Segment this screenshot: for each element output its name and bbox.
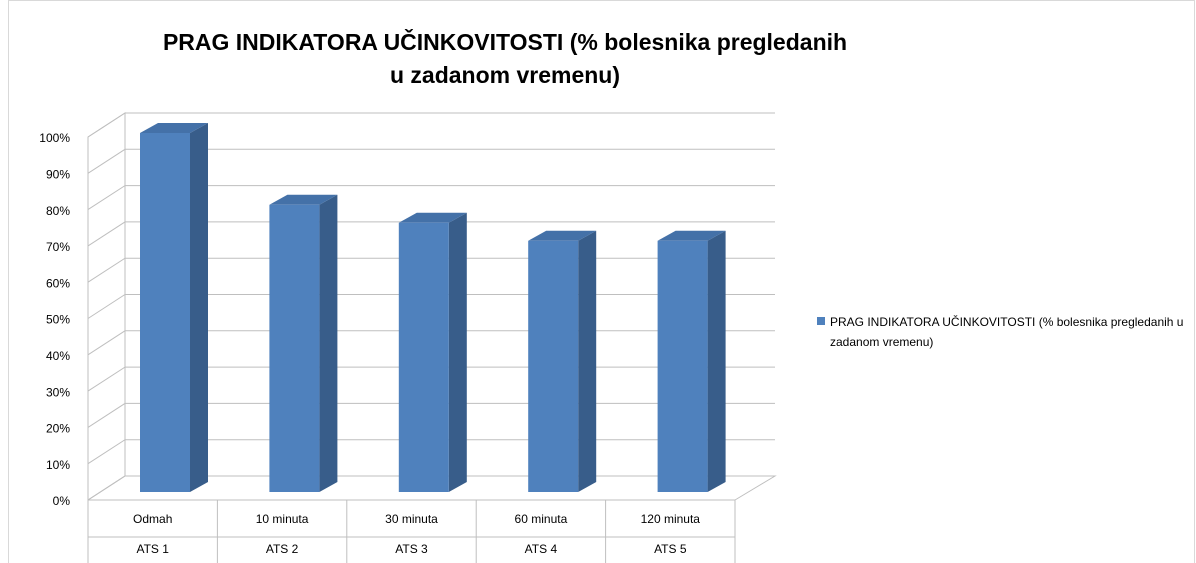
y-tick-label: 90% [46,167,70,181]
bar [140,123,208,492]
chart-frame [8,0,1195,563]
x-group-label: ATS 2 [266,542,299,556]
y-tick-label: 10% [46,458,70,472]
y-tick-label: 0% [53,494,71,508]
grid-line [87,221,775,247]
bar-top [528,230,597,241]
y-tick-label: 80% [46,204,70,218]
x-group-label: ATS 1 [136,542,169,556]
y-tick-label: 50% [46,313,70,327]
x-group-label: ATS 3 [395,542,428,556]
bar-side [319,194,338,493]
chart-title: PRAG INDIKATORA UČINKOVITOSTI (% bolesni… [162,29,848,88]
bar [398,212,467,492]
x-group-label: ATS 4 [525,542,558,556]
legend-swatch [817,317,825,325]
bar-top [269,194,338,205]
legend-label: PRAG INDIKATORA UČINKOVITOSTI (% bolesni… [830,315,1184,349]
bar [528,230,597,492]
x-tick-label: 30 minuta [385,512,438,526]
y-tick-label: 30% [46,385,70,399]
y-tick-label: 100% [39,131,70,145]
bar-front [657,240,708,492]
bar-side [190,123,208,492]
bar [657,230,726,492]
x-tick-label: 60 minuta [515,512,568,526]
y-tick-label: 70% [46,240,70,254]
bar-front [269,204,320,493]
y-tick-label: 40% [46,349,70,363]
bar-top [657,230,726,241]
bar-front [528,240,579,492]
bar-top [140,123,208,133]
bar-front [398,222,449,492]
bar-side [448,212,467,492]
grid-line [87,185,775,211]
x-tick-label: Odmah [133,512,172,526]
grid-line [87,148,775,174]
grid-line [87,112,775,138]
x-group-label: ATS 5 [654,542,687,556]
y-tick-label: 60% [46,276,70,290]
x-tick-label: 120 minuta [641,512,701,526]
bar-side [707,230,726,492]
bar-top [398,212,467,223]
bar-side [578,230,597,492]
y-tick-label: 20% [46,422,70,436]
x-tick-label: 10 minuta [256,512,309,526]
bar-front [140,133,190,492]
bar [269,194,338,493]
